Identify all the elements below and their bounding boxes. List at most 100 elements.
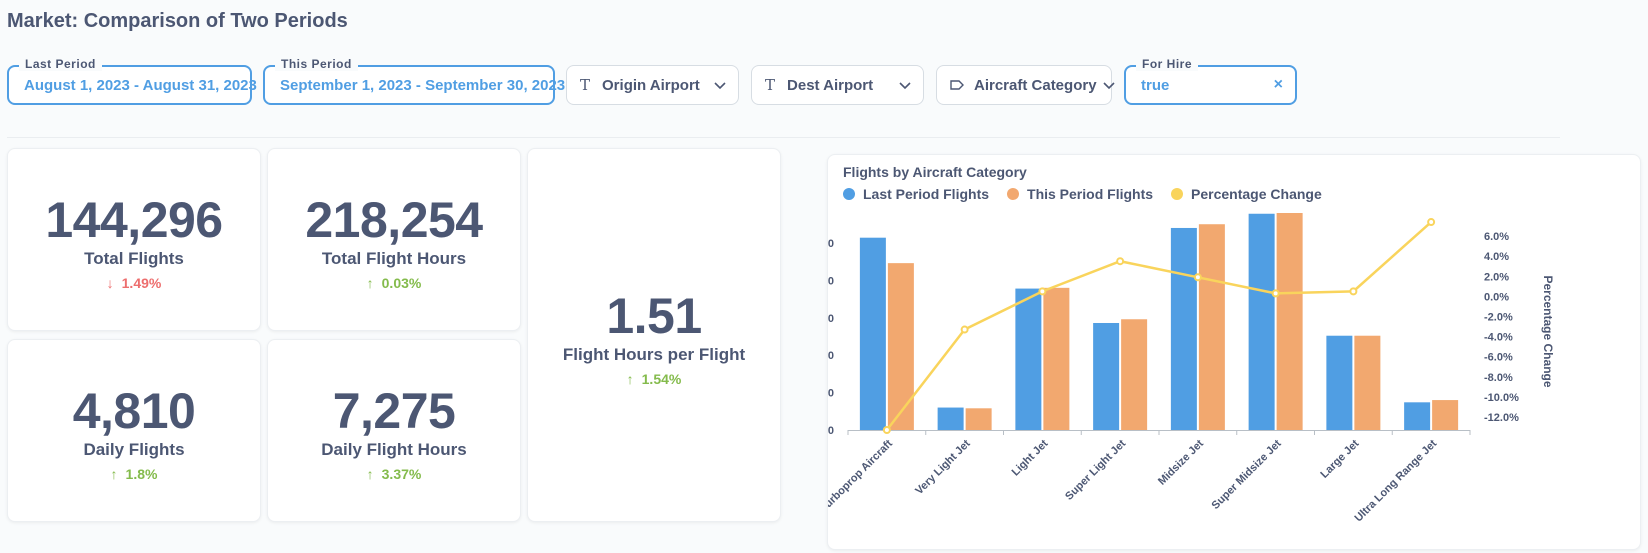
bar-last-period: [1093, 322, 1120, 430]
legend-label-pct: Percentage Change: [1191, 186, 1322, 202]
arrow-up-icon: ↑: [110, 466, 118, 482]
bar-this-period: [1432, 400, 1459, 430]
bar-this-period: [1276, 213, 1303, 430]
legend-dot-this: [1007, 188, 1020, 200]
chevron-down-icon: [899, 77, 911, 94]
y2-tick-label: -2.0%: [1484, 311, 1513, 323]
bar-line-chart: 0 5,000 10,000 15,000 20,000 25,000 -12.0% -10.…: [828, 213, 1555, 524]
daily-flight-hours-card: 7,275 Daily Flight Hours ↑ 3.37%: [267, 339, 521, 522]
legend-dot-pct: [1171, 188, 1184, 200]
y2-tick-label: 0.0%: [1484, 291, 1509, 303]
total-flight-hours-card: 218,254 Total Flight Hours ↑ 0.03%: [267, 148, 521, 331]
bar-last-period: [1248, 213, 1275, 430]
page-title: Market: Comparison of Two Periods: [7, 10, 348, 32]
this-period-legend: This Period: [275, 57, 358, 71]
bar-last-period: [937, 407, 964, 430]
flights-by-category-chart-card: Flights by Aircraft Category Last Period…: [827, 154, 1641, 550]
total-flights-label: Total Flights: [84, 249, 184, 268]
y2-tick-label: -8.0%: [1484, 372, 1513, 384]
bar-last-period: [859, 237, 886, 430]
bar-this-period: [1121, 319, 1148, 430]
total-flight-hours-value: 218,254: [305, 192, 483, 248]
origin-airport-filter[interactable]: T Origin Airport: [566, 65, 739, 105]
legend-item-this[interactable]: This Period Flights: [1007, 186, 1153, 202]
flight-hours-per-flight-delta: ↑ 1.54%: [528, 371, 780, 387]
daily-flight-hours-delta-value: 3.37%: [381, 466, 422, 482]
y2-tick-label: 4.0%: [1484, 251, 1509, 263]
flight-hours-per-flight-value: 1.51: [606, 288, 702, 344]
percentage-change-line: [885, 221, 1432, 431]
percentage-change-point: [1193, 273, 1202, 282]
this-period-filter[interactable]: This Period September 1, 2023 - Septembe…: [263, 57, 585, 105]
total-flights-card: 144,296 Total Flights ↓ 1.49%: [7, 148, 261, 331]
flight-hours-per-flight-delta-value: 1.54%: [641, 371, 682, 387]
tag-icon: [950, 77, 964, 94]
y-tick-label: 5,000: [828, 388, 834, 400]
total-flight-hours-delta: ↑ 0.03%: [268, 275, 520, 291]
for-hire-legend: For Hire: [1136, 57, 1199, 71]
daily-flight-hours-delta: ↑ 3.37%: [268, 466, 520, 482]
x-tick-label: Midsize Jet: [1156, 437, 1206, 487]
arrow-up-icon: ↑: [366, 275, 374, 291]
flight-hours-per-flight-label: Flight Hours per Flight: [562, 345, 746, 364]
arrow-down-icon: ↓: [106, 275, 114, 291]
y2-tick-label: -12.0%: [1484, 412, 1519, 424]
daily-flights-value: 4,810: [72, 383, 196, 439]
x-tick-label: Large Jet: [1318, 437, 1361, 480]
x-tick-label: Turboprop Aircraft: [828, 437, 895, 514]
last-period-filter[interactable]: Last Period August 1, 2023 - August 31, …: [7, 57, 276, 105]
chart-title: Flights by Aircraft Category: [843, 164, 1027, 180]
aircraft-category-filter[interactable]: Aircraft Category: [936, 65, 1115, 105]
total-flights-value: 144,296: [45, 192, 223, 248]
x-tick-label: Very Light Jet: [913, 437, 973, 497]
daily-flights-delta: ↑ 1.8%: [8, 466, 260, 482]
percentage-change-point: [1271, 289, 1280, 298]
y2-tick-label: -6.0%: [1484, 352, 1513, 364]
origin-airport-label: Origin Airport: [602, 76, 700, 94]
divider: [7, 137, 1560, 138]
bar-this-period: [887, 263, 914, 430]
y-tick-label: 15,000: [828, 313, 834, 325]
percentage-change-point: [1116, 257, 1125, 266]
this-period-value: September 1, 2023 - September 30, 2023: [280, 76, 566, 94]
percentage-change-point: [1427, 218, 1436, 227]
y-tick-label: 25,000: [828, 238, 834, 250]
y-tick-label: 0: [828, 425, 834, 437]
percentage-change-point: [960, 325, 969, 334]
percentage-change-point: [1349, 287, 1358, 296]
clear-for-hire-icon[interactable]: ×: [1273, 76, 1283, 93]
daily-flight-hours-label: Daily Flight Hours: [321, 440, 467, 459]
total-flights-delta: ↓ 1.49%: [8, 275, 260, 291]
legend-label-this: This Period Flights: [1027, 186, 1154, 202]
bar-this-period: [1354, 335, 1381, 430]
y2-tick-label: 6.0%: [1484, 231, 1509, 243]
x-tick-label: Ultra Long Range Jet: [1353, 437, 1440, 524]
y2-axis-label: Percentage Change: [1541, 275, 1555, 387]
daily-flights-label: Daily Flights: [83, 440, 185, 459]
x-tick-label: Super Light Jet: [1063, 437, 1128, 502]
y-tick-label: 10,000: [828, 350, 834, 362]
x-tick-label: Super Midsize Jet: [1210, 437, 1284, 511]
chevron-down-icon: [1102, 77, 1115, 94]
bar-last-period: [1170, 227, 1197, 430]
last-period-value: August 1, 2023 - August 31, 2023: [24, 76, 257, 94]
legend-dot-last: [843, 188, 855, 200]
daily-flights-card: 4,810 Daily Flights ↑ 1.8%: [7, 339, 261, 522]
arrow-up-icon: ↑: [366, 466, 374, 482]
legend-item-pct[interactable]: Percentage Change: [1171, 186, 1322, 202]
daily-flights-delta-value: 1.8%: [125, 466, 158, 482]
chart-legend: Last Period Flights This Period Flights …: [843, 186, 1322, 202]
bar-this-period: [965, 408, 992, 430]
for-hire-filter[interactable]: For Hire true ×: [1124, 57, 1297, 105]
y2-tick-label: 2.0%: [1484, 271, 1509, 283]
bar-last-period: [1015, 288, 1042, 430]
y2-tick-label: -4.0%: [1484, 332, 1513, 344]
bar-last-period: [1326, 335, 1353, 430]
arrow-up-icon: ↑: [626, 371, 634, 387]
text-type-icon: T: [580, 76, 591, 94]
for-hire-value: true: [1141, 76, 1170, 94]
dest-airport-filter[interactable]: T Dest Airport: [751, 65, 924, 105]
total-flight-hours-label: Total Flight Hours: [321, 249, 467, 268]
legend-item-last[interactable]: Last Period Flights: [843, 186, 989, 202]
flight-hours-per-flight-card: 1.51 Flight Hours per Flight ↑ 1.54%: [527, 148, 781, 522]
